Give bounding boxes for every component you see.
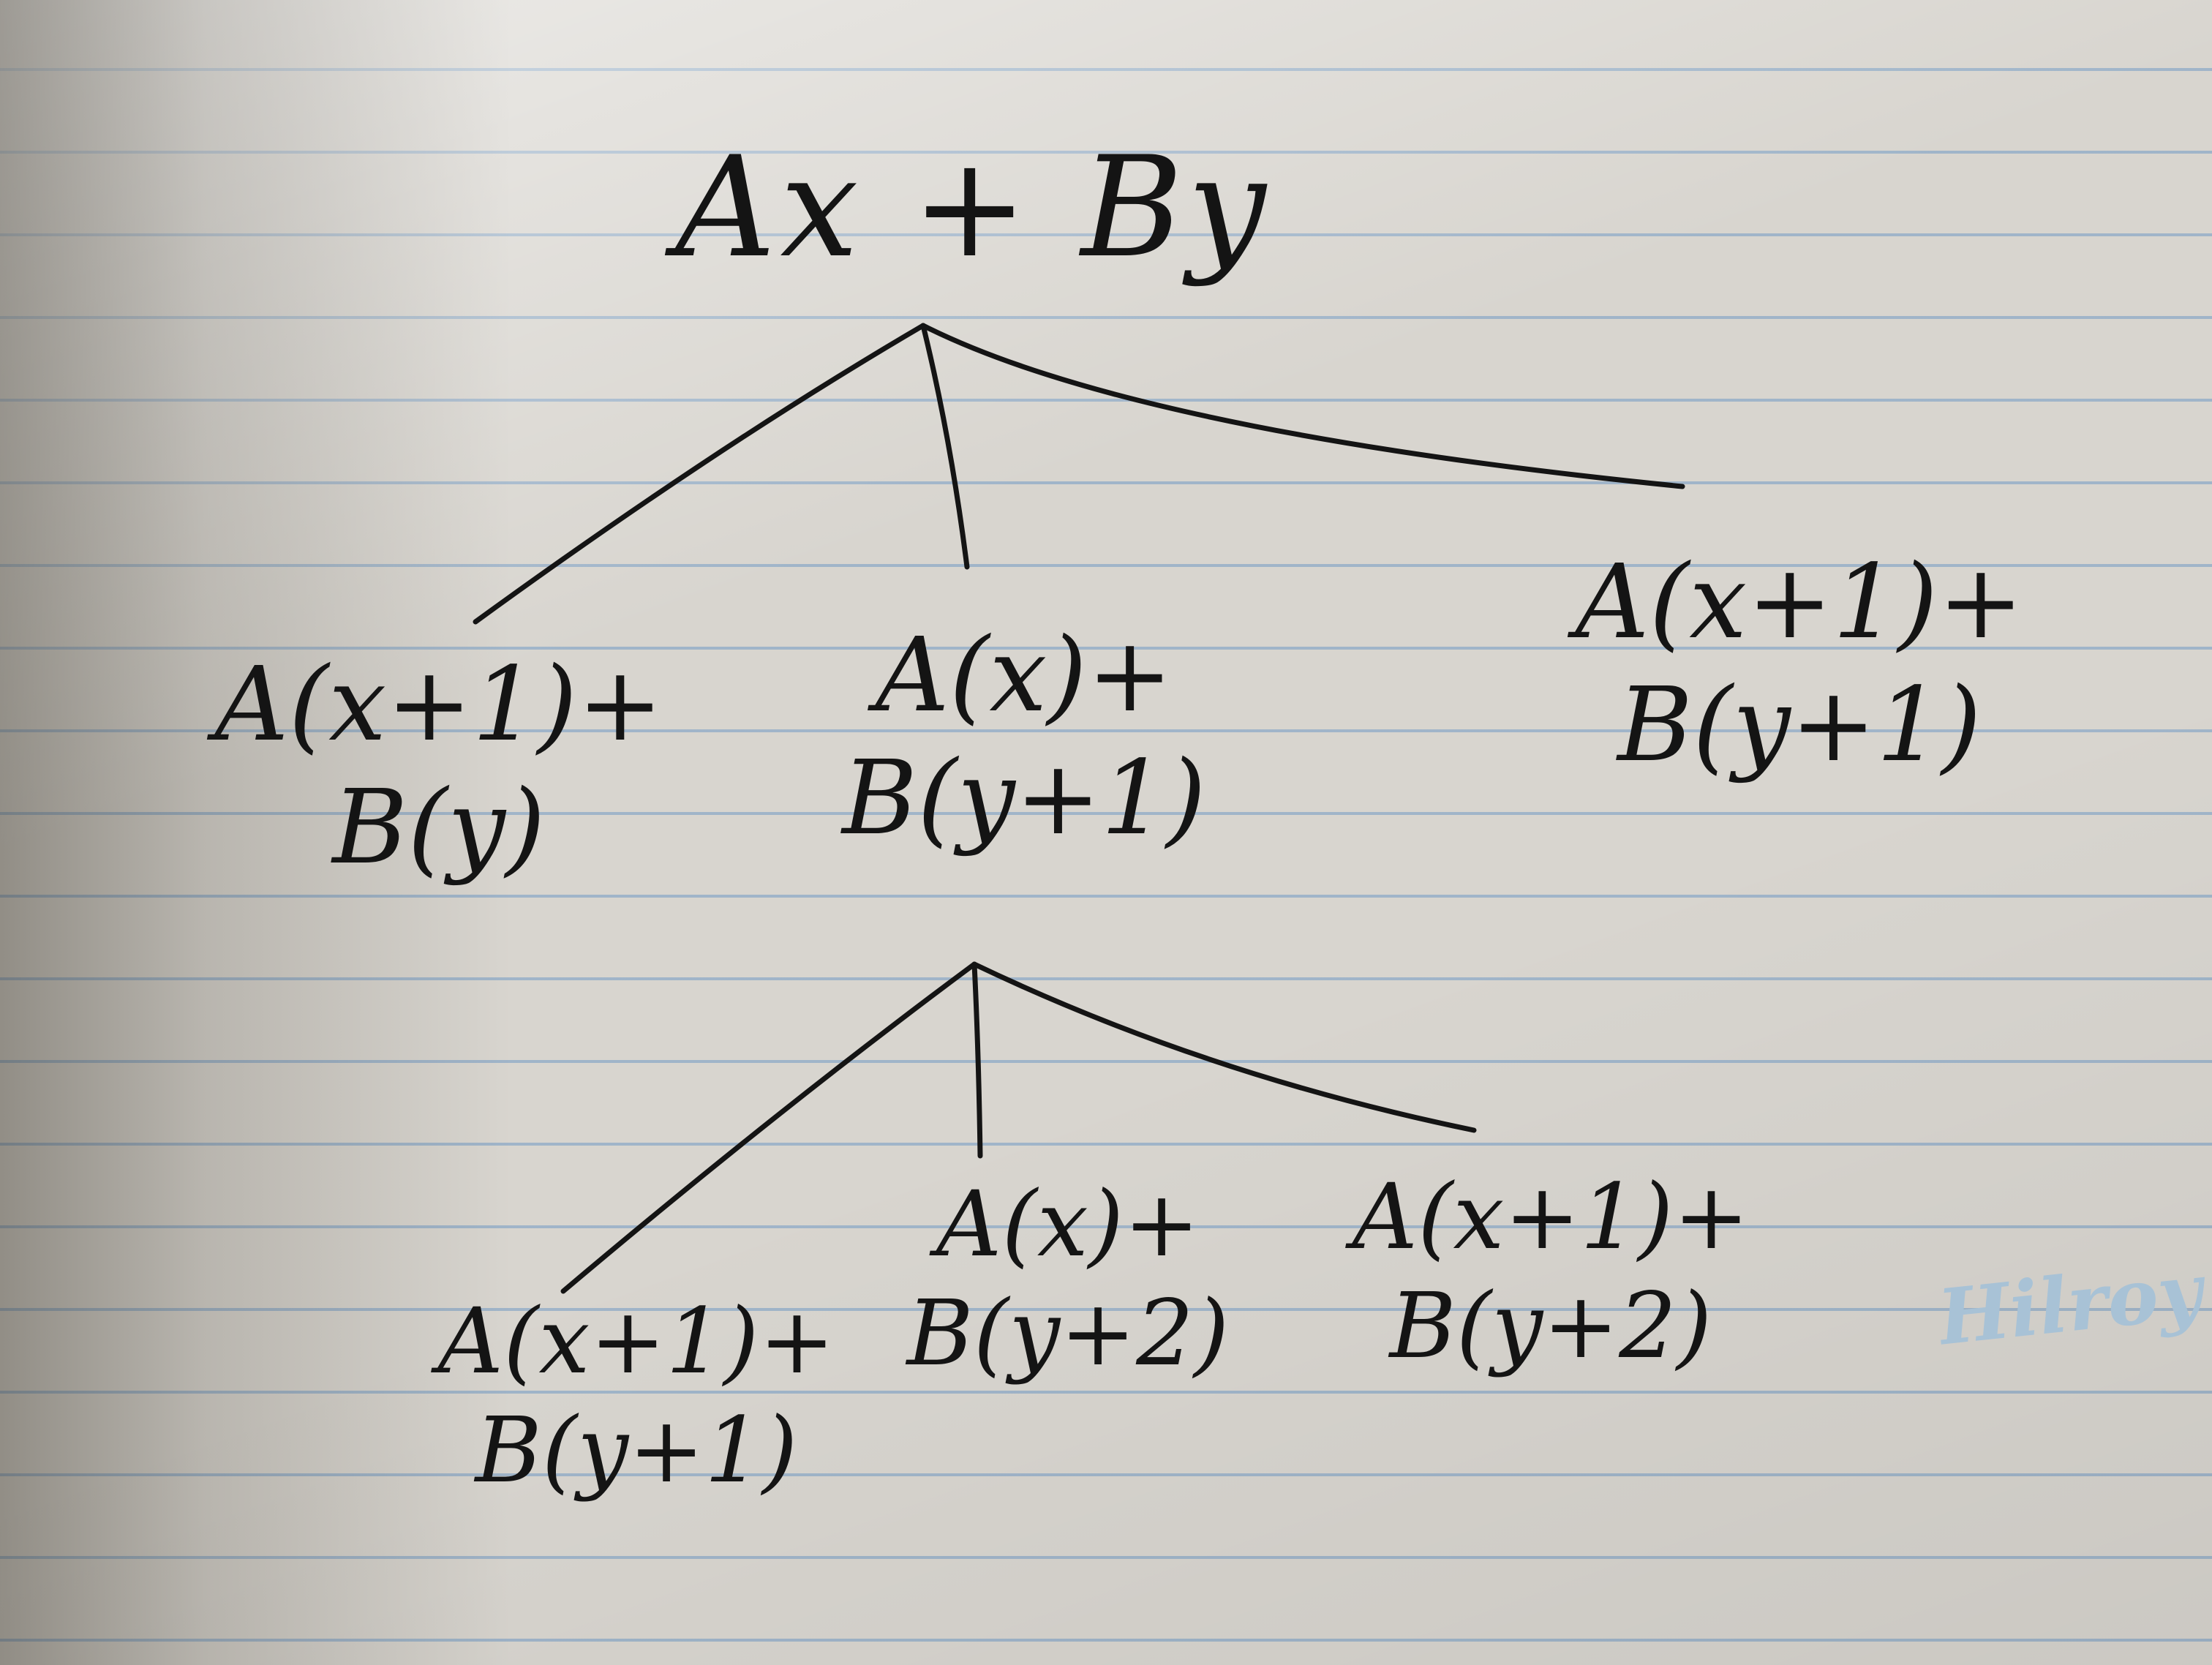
- node-line2: B(y+1): [842, 739, 1206, 858]
- edge-middle-to-l2-right: [971, 961, 1477, 1133]
- node-line2: B(y+2): [1389, 1273, 1712, 1379]
- edge-root-to-right: [920, 323, 1685, 489]
- node-line2: B(y+1): [475, 1397, 798, 1503]
- node-line1: A(x+1)+: [1352, 1165, 1750, 1270]
- tree-node-level2-left: A(x+1)+ B(y+1): [388, 1288, 885, 1506]
- node-line2: B(y+2): [906, 1280, 1230, 1386]
- node-line2: B(y+1): [1617, 666, 1982, 785]
- edge-middle-to-l2-left: [560, 961, 977, 1294]
- edge-root-to-middle: [920, 323, 970, 570]
- node-line1: A(x+1)+: [214, 645, 663, 764]
- node-line1: A(x+1)+: [437, 1289, 835, 1394]
- edge-middle-to-l2-middle: [971, 961, 983, 1159]
- tree-node-level1-left: A(x+1)+ B(y): [139, 644, 739, 890]
- node-line1: A(x)+: [936, 1172, 1200, 1277]
- edge-root-to-left: [473, 323, 926, 625]
- tree-node-level2-middle: A(x)+ B(y+2): [870, 1170, 1265, 1388]
- node-line1: A(x)+: [875, 616, 1173, 735]
- node-line2: B(y): [332, 768, 546, 887]
- node-line1: A(x+1)+: [1575, 543, 2024, 662]
- tree-node-level1-right: A(x+1)+ B(y+1): [1500, 541, 2099, 787]
- tree-root-node: Ax + By: [675, 127, 1271, 288]
- tree-node-level1-middle: A(x)+ B(y+1): [790, 614, 1258, 860]
- tree-node-level2-right: A(x+1)+ B(y+2): [1287, 1163, 1814, 1381]
